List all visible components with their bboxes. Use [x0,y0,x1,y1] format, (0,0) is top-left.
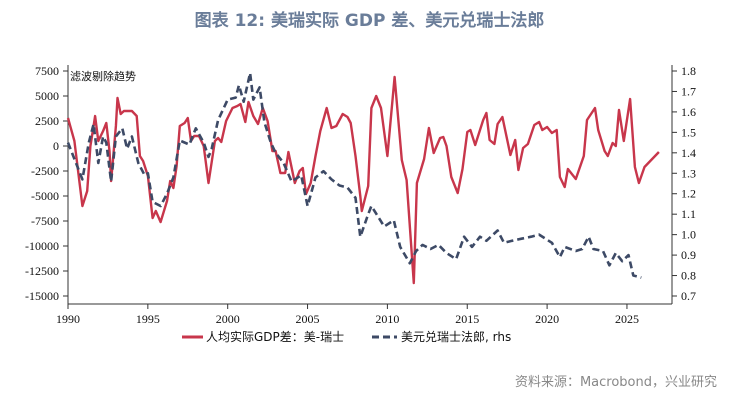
right-tick-label: 1.2 [681,187,696,201]
series-line-gdp-diff [66,75,660,285]
right-tick-label: 1.7 [681,84,696,98]
right-tick-label: 0.8 [681,269,696,283]
x-tick-label: 2000 [216,312,240,326]
left-tick-label: -10000 [25,239,59,253]
legend-label-usdchf: 美元兑瑞士法郎, rhs [401,330,511,344]
right-tick-label: 0.9 [681,248,696,262]
right-tick-label: 1.5 [681,125,696,139]
x-tick-label: 2005 [296,312,320,326]
left-tick-label: -2500 [31,164,59,178]
series-line-usdchf [66,71,642,279]
right-tick-label: 1.1 [681,207,696,221]
left-tick-label: 0 [53,139,59,153]
right-tick-label: 0.7 [681,289,696,303]
right-tick-label: 1.0 [681,228,696,242]
left-tick-label: -7500 [31,214,59,228]
right-tick-label: 1.3 [681,166,696,180]
left-tick-label: -12500 [25,264,59,278]
x-tick-label: 2025 [615,312,639,326]
left-tick-label: -15000 [25,289,59,303]
x-tick-label: 2010 [375,312,399,326]
chart-note: 滤波剔除趋势 [70,69,136,83]
right-tick-label: 1.8 [681,64,696,78]
x-tick-label: 1990 [56,312,80,326]
left-tick-label: 7500 [35,64,59,78]
legend: 人均实际GDP差：美-瑞士 美元兑瑞士法郎, rhs [182,329,511,344]
x-tick-label: 1995 [136,312,160,326]
left-tick-label: 2500 [35,114,59,128]
x-tick-label: 2020 [535,312,559,326]
left-tick-label: -5000 [31,189,59,203]
legend-label-gdp: 人均实际GDP差：美-瑞士 [206,329,344,344]
source-note: 资料来源：Macrobond，兴业研究 [514,375,717,390]
right-tick-label: 1.4 [681,146,696,160]
chart-title: 图表 12: 美瑞实际 GDP 差、美元兑瑞士法郎 [194,11,545,31]
left-tick-label: 5000 [35,89,59,103]
right-tick-label: 1.6 [681,105,696,119]
x-tick-label: 2015 [455,312,479,326]
